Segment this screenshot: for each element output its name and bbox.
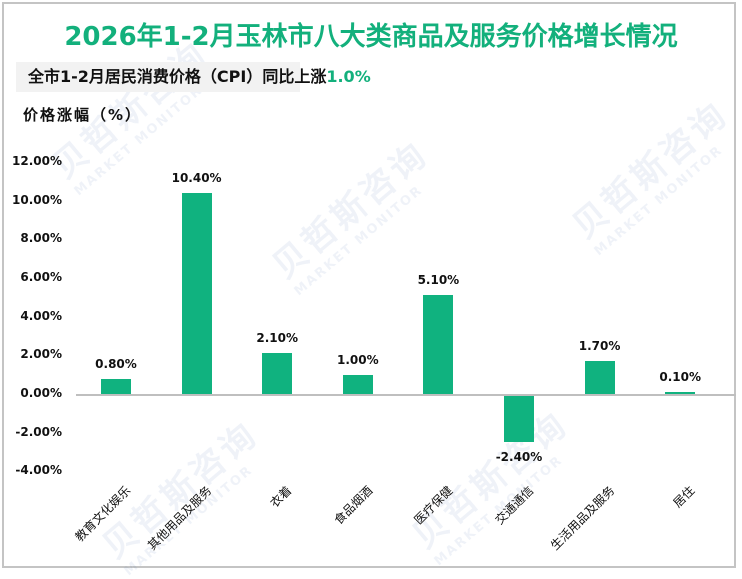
y-tick-label: 6.00% [20, 269, 62, 284]
y-tick-label: 0.00% [20, 386, 62, 400]
chart-frame [2, 2, 736, 568]
bar-value-label: 0.80% [95, 356, 137, 371]
bar-value-label: 2.10% [256, 331, 298, 346]
bar-value-label: 1.00% [336, 352, 379, 367]
y-tick-label: 10.00% [12, 192, 62, 207]
bar [262, 353, 293, 394]
bar-value-label: 1.70% [578, 339, 621, 354]
bar [101, 378, 131, 394]
bar [504, 396, 534, 443]
y-tick-label: -2.00% [15, 424, 62, 439]
bar [423, 295, 454, 394]
y-tick-label: 12.00% [12, 153, 62, 168]
y-axis-title: 价格涨幅（%） [23, 106, 143, 124]
y-tick-label: 8.00% [20, 231, 62, 246]
bar-value-label: -2.40% [495, 450, 543, 465]
bar [584, 361, 615, 394]
bar-value-label: 0.10% [659, 370, 701, 384]
y-tick-label: -4.00% [15, 463, 62, 478]
cpi-value: 1.0% [326, 67, 371, 86]
x-axis-line [76, 394, 736, 396]
cpi-summary: 全市1-2月居民消费价格（CPI）同比上涨1.0% [16, 62, 371, 92]
y-tick-label: 4.00% [20, 308, 62, 323]
bar-value-label: 10.40% [171, 170, 222, 185]
bar [342, 374, 373, 394]
bar [181, 192, 212, 394]
bar [665, 392, 696, 394]
y-tick-label: 2.00% [20, 347, 62, 362]
chart-title: 2026年1-2月玉林市八大类商品及服务价格增长情况 [64, 22, 678, 52]
bar-value-label: 5.10% [417, 273, 460, 288]
